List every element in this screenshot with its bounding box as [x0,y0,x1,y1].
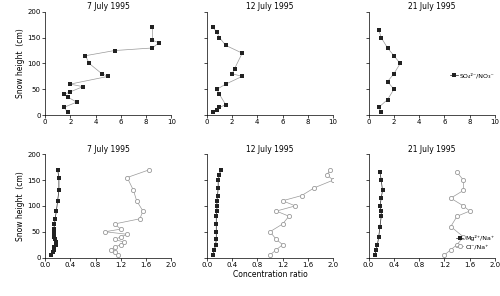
Title: 7 July 1995: 7 July 1995 [87,144,130,154]
X-axis label: Concentration ratio: Concentration ratio [232,271,308,279]
Title: 12 July 1995: 12 July 1995 [246,2,294,11]
Legend: SO₄²⁻/NO₃⁻: SO₄²⁻/NO₃⁻ [450,73,494,79]
Title: 21 July 1995: 21 July 1995 [408,2,456,11]
Title: 12 July 1995: 12 July 1995 [246,144,294,154]
Legend: Mg²⁺/Na⁺, Cl⁻/Na⁺: Mg²⁺/Na⁺, Cl⁻/Na⁺ [456,235,494,249]
Y-axis label: Snow height  (cm): Snow height (cm) [16,171,24,241]
Title: 21 July 1995: 21 July 1995 [408,144,456,154]
Y-axis label: Snow height  (cm): Snow height (cm) [16,29,24,98]
Title: 7 July 1995: 7 July 1995 [87,2,130,11]
